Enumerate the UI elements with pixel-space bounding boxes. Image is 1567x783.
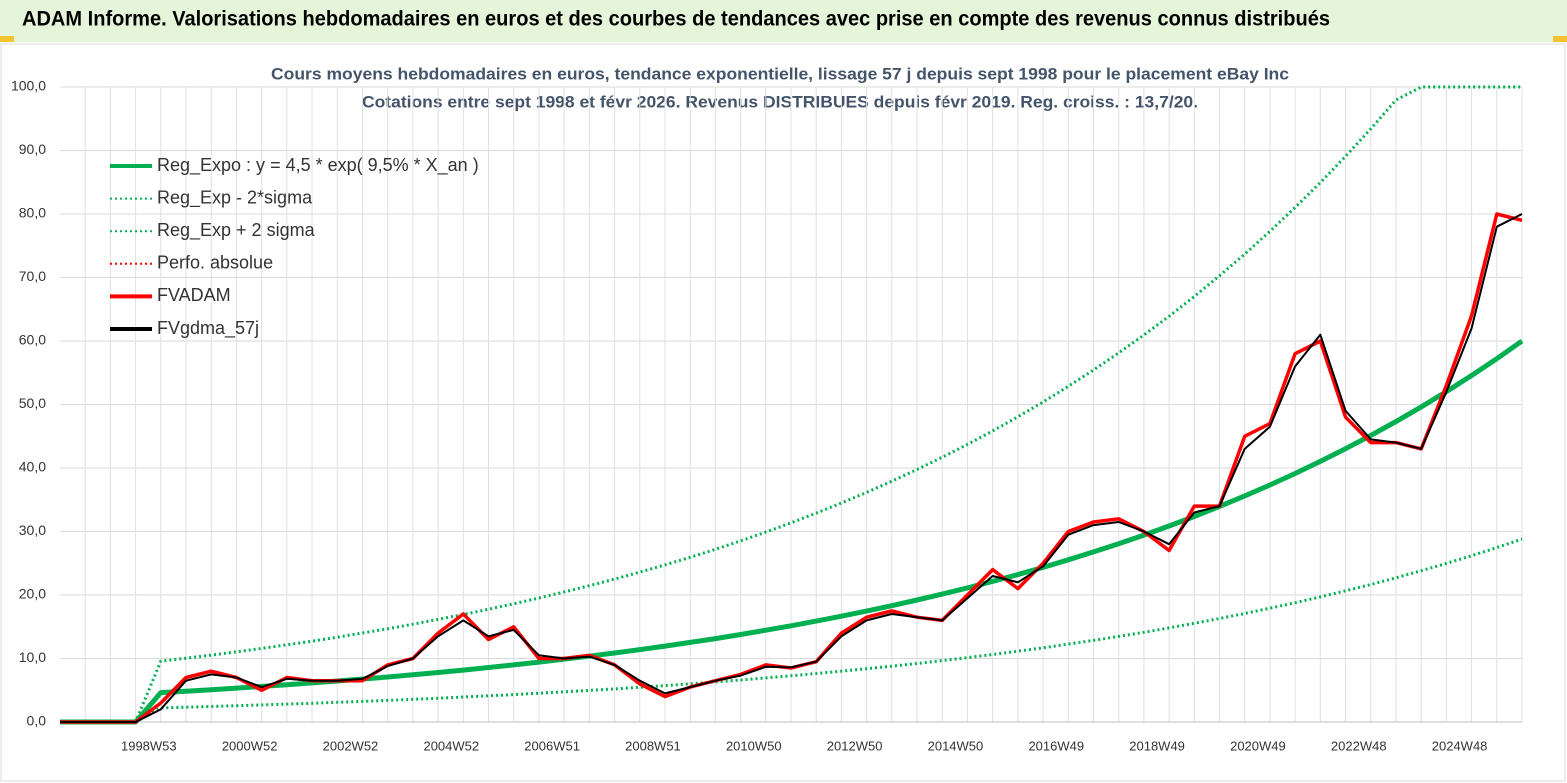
header-title: ADAM Informe. Valorisations hebdomadaire… (22, 8, 1330, 31)
series-line (60, 338, 1524, 725)
y-tick-label: 40,0 (19, 459, 46, 475)
header-band (0, 0, 1567, 42)
x-tick-label: 2014W50 (928, 738, 984, 753)
x-tick-label: 2022W48 (1331, 738, 1387, 753)
y-tick-label: 100,0 (11, 78, 46, 94)
y-tick-label: 20,0 (19, 586, 46, 602)
y-tick-label: 90,0 (19, 141, 46, 157)
x-tick-label: 2008W51 (625, 738, 681, 753)
x-tick-label: 2000W52 (222, 738, 278, 753)
y-tick-label: 60,0 (19, 332, 46, 348)
header-corner (0, 36, 14, 42)
x-tick-label: 2012W50 (827, 738, 883, 753)
y-tick-label: 10,0 (19, 649, 46, 665)
x-tick-label: 2004W52 (423, 738, 479, 753)
series-line (60, 537, 1523, 724)
chart-frame (0, 43, 1566, 782)
chart-subtitle: Cotations entre sept 1998 et févr 2026. … (362, 92, 1198, 111)
chart-title: Cours moyens hebdomadaires en euros, ten… (271, 64, 1289, 83)
x-tick-label: 2002W52 (323, 738, 379, 753)
y-tick-label: 0,0 (27, 713, 47, 729)
legend-label: FVADAM (157, 285, 231, 305)
x-tick-label: 2010W50 (726, 738, 782, 753)
x-tick-label: 2024W48 (1432, 738, 1488, 753)
legend-label: Reg_Exp - 2*sigma (157, 187, 313, 208)
legend-label: Perfo. absolue (157, 253, 273, 273)
legend-label: Reg_Exp + 2 sigma (157, 220, 316, 241)
x-tick-label: 2020W49 (1230, 738, 1286, 753)
series-line (60, 85, 1522, 724)
y-tick-label: 70,0 (19, 268, 46, 284)
y-tick-label: 80,0 (19, 205, 46, 221)
x-tick-label: 2006W51 (524, 738, 580, 753)
legend-label: Reg_Expo : y = 4,5 * exp( 9,5% * X_an ) (157, 155, 479, 176)
header-corner (1553, 36, 1567, 42)
y-tick-label: 30,0 (19, 522, 46, 538)
x-tick-label: 2016W49 (1028, 738, 1084, 753)
x-tick-label: 1998W53 (121, 738, 177, 753)
series-line (60, 213, 1523, 723)
y-tick-label: 50,0 (19, 395, 46, 411)
x-tick-label: 2018W49 (1129, 738, 1185, 753)
legend-label: FVgdma_57j (157, 318, 259, 339)
